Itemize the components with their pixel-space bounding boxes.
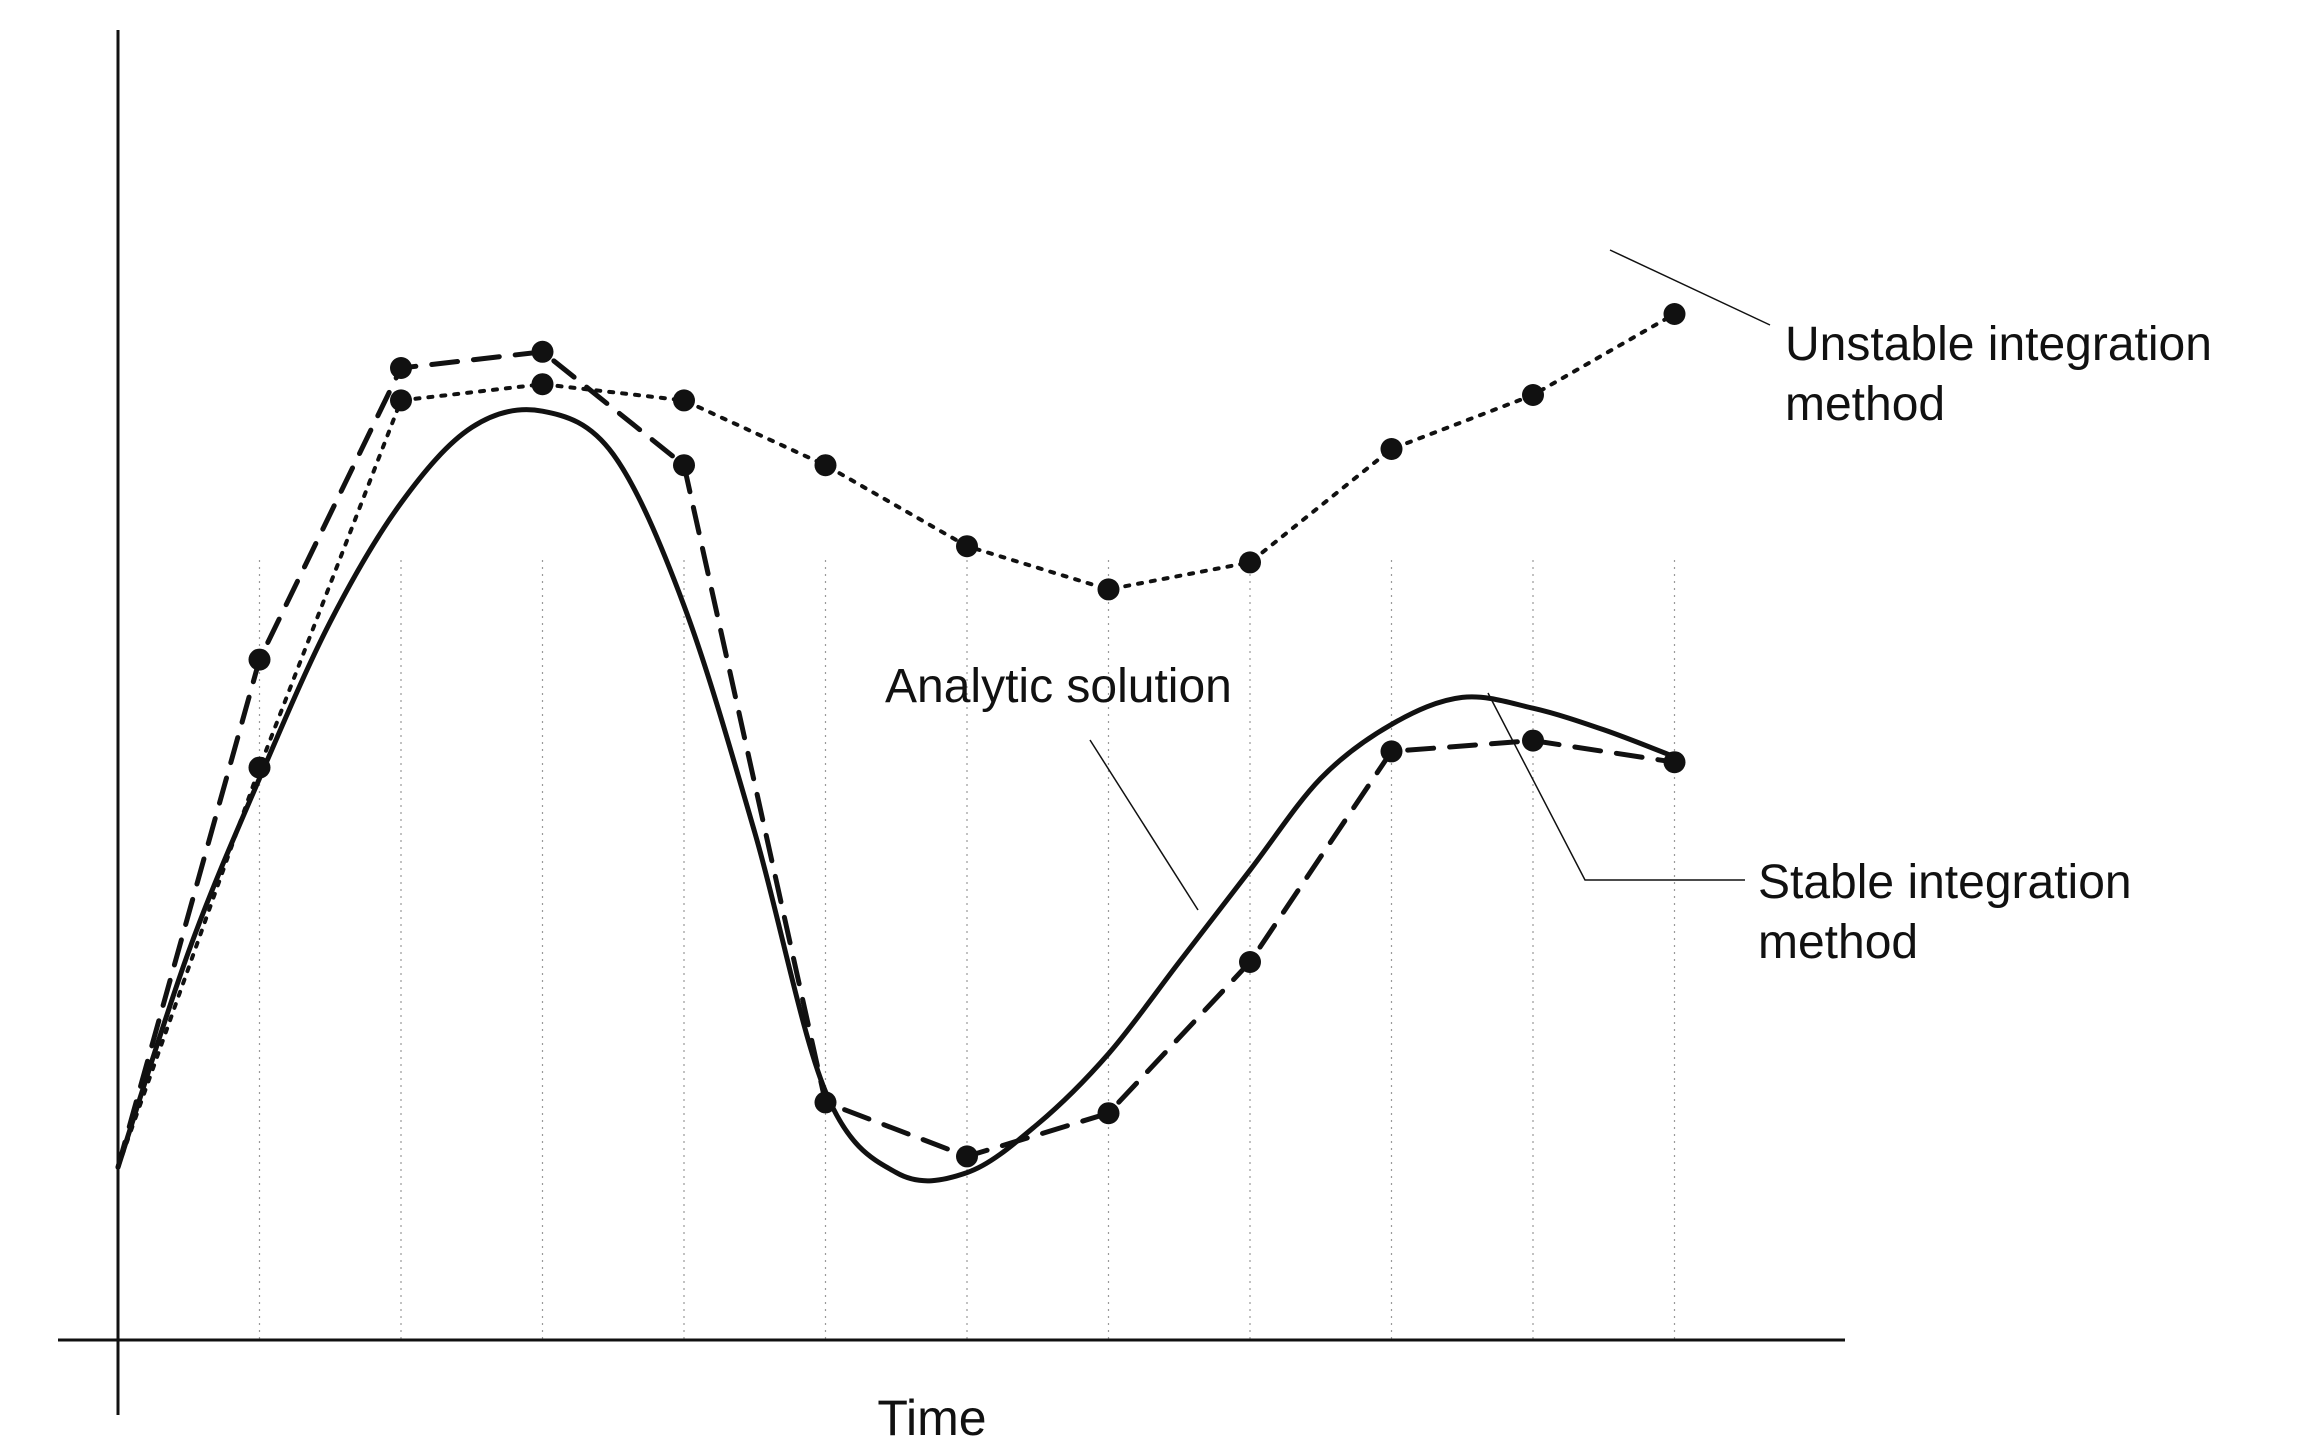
data-point-unstable-integration-method (814, 454, 837, 477)
annotation-leaders (1089, 249, 1771, 911)
unstable-leader-line (1609, 249, 1771, 326)
data-point-stable-integration-method (1380, 740, 1403, 763)
stable-leader-line (1487, 692, 1745, 881)
data-point-stable-integration-method (248, 648, 271, 671)
data-point-unstable-integration-method (1663, 303, 1686, 325)
series-line-analytic-solution (115, 407, 1677, 1184)
data-point-stable-integration-method (814, 1091, 837, 1114)
data-point-stable-integration-method (390, 357, 412, 379)
series-stable-integration-method (115, 340, 1686, 1170)
x-axis-label: Time (877, 1390, 986, 1446)
data-point-unstable-integration-method (1097, 578, 1120, 601)
data-point-unstable-integration-method (1522, 384, 1544, 406)
data-point-stable-integration-method (1239, 951, 1261, 973)
data-point-stable-integration-method (956, 1145, 978, 1168)
data-point-unstable-integration-method (956, 535, 978, 558)
unstable-annotation-line2: method (1785, 378, 1945, 431)
series-line-unstable-integration-method (116, 312, 1677, 1170)
data-point-unstable-integration-method (673, 389, 695, 412)
data-point-stable-integration-method (1663, 751, 1686, 774)
analytic-leader-line (1089, 739, 1199, 911)
series-analytic-solution (115, 407, 1677, 1184)
stable-annotation-line2: method (1758, 916, 1918, 969)
axes (58, 30, 1845, 1415)
data-point-stable-integration-method (1097, 1102, 1120, 1125)
data-point-stable-integration-method (673, 454, 695, 477)
data-point-unstable-integration-method (531, 373, 554, 396)
stable-annotation-line1: Stable integration (1758, 856, 2132, 909)
data-point-unstable-integration-method (390, 389, 412, 412)
unstable-annotation-line1: Unstable integration (1785, 318, 2212, 371)
labels: Time Unstable integration method Analyti… (877, 318, 2212, 1446)
series-line-stable-integration-method (115, 349, 1677, 1170)
series-unstable-integration-method (116, 303, 1686, 1170)
data-point-unstable-integration-method (248, 756, 271, 779)
data-point-stable-integration-method (531, 340, 554, 363)
analytic-annotation: Analytic solution (885, 660, 1232, 713)
data-point-stable-integration-method (1522, 729, 1544, 752)
series (115, 303, 1686, 1184)
data-point-unstable-integration-method (1239, 551, 1261, 574)
data-point-unstable-integration-method (1380, 438, 1403, 460)
